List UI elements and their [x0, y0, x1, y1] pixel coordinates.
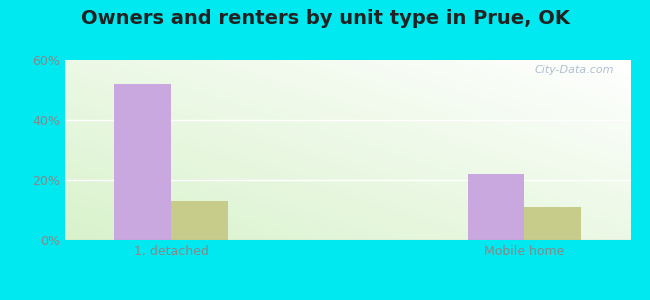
- Text: City-Data.com: City-Data.com: [534, 65, 614, 75]
- Bar: [114, 84, 171, 240]
- Legend: Owner occupied units, Renter occupied units: Owner occupied units, Renter occupied un…: [166, 297, 530, 300]
- Bar: [525, 207, 581, 240]
- Bar: [468, 174, 525, 240]
- Text: Owners and renters by unit type in Prue, OK: Owners and renters by unit type in Prue,…: [81, 9, 569, 28]
- Bar: [171, 201, 228, 240]
